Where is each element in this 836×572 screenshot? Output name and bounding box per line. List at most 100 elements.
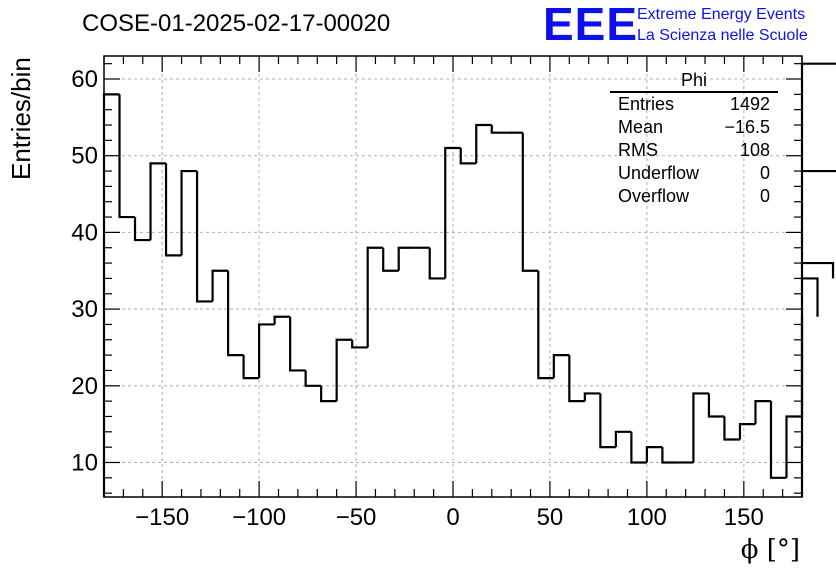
histogram-step	[444, 146, 461, 279]
histogram-step	[583, 392, 601, 402]
histogram-bin	[428, 247, 446, 280]
stats-row-mean: Mean −16.5	[610, 116, 778, 139]
histogram-bin	[102, 93, 120, 497]
y-axis-label: Entries/bin	[6, 57, 36, 180]
histogram-step	[242, 355, 260, 380]
histogram-step	[459, 148, 477, 165]
stats-label: RMS	[618, 140, 658, 160]
stats-label: Overflow	[618, 186, 690, 206]
histogram-step	[645, 446, 663, 463]
project-line-2: La Scienza nelle Scuole	[637, 27, 808, 44]
histogram-step	[738, 423, 756, 440]
x-tick-label: −50	[336, 504, 377, 531]
histogram-bin	[802, 169, 836, 173]
histogram-bin	[769, 401, 787, 479]
histogram-step	[226, 270, 244, 357]
histogram-bin	[320, 385, 337, 403]
y-tick-label: 60	[71, 66, 98, 93]
histogram-bin	[273, 315, 291, 325]
histogram-step	[802, 169, 836, 173]
histogram-step	[630, 431, 647, 464]
histogram-bin	[118, 94, 136, 219]
y-tick-label: 10	[71, 449, 98, 476]
histogram-step	[475, 123, 492, 164]
x-tick-label: −100	[232, 504, 286, 531]
histogram-step	[707, 393, 725, 418]
stats-box: Phi Entries 1492 Mean −16.5 RMS 108 Underfl…	[610, 70, 778, 208]
histogram-step	[428, 247, 446, 280]
histogram-step	[568, 355, 585, 403]
histogram-bin	[258, 323, 275, 379]
stats-row-rms: RMS 108	[610, 139, 778, 162]
histogram-step	[552, 354, 570, 379]
histogram-bin	[289, 316, 306, 372]
y-tick-label: 40	[71, 219, 98, 246]
stats-value: 108	[739, 140, 770, 160]
stats-label: Underflow	[618, 163, 700, 183]
histogram-step	[258, 323, 275, 379]
histogram-bin	[661, 447, 678, 464]
stats-label: Entries	[618, 94, 675, 114]
histogram-step	[614, 430, 632, 448]
stats-label: Mean	[618, 117, 664, 137]
histogram-bin	[242, 355, 260, 380]
run-title: COSE-01-2025-02-17-00020	[82, 10, 391, 37]
histogram-bin	[149, 162, 167, 241]
histogram-step	[802, 277, 819, 317]
histogram-step	[149, 162, 167, 241]
stats-row-underflow: Underflow 0	[610, 162, 778, 185]
stats-title: Phi	[610, 70, 778, 93]
histogram-bin	[552, 354, 570, 379]
histogram-step	[599, 393, 616, 449]
histogram-bin	[211, 269, 229, 302]
histogram-bin	[475, 123, 492, 164]
histogram-bin	[692, 392, 709, 463]
histogram-bin	[195, 171, 213, 303]
histogram-bin	[802, 261, 835, 279]
histogram-bin	[614, 430, 632, 448]
y-tick-label: 50	[71, 143, 98, 170]
axis-ticks	[103, 56, 803, 497]
histogram-bin	[583, 392, 601, 402]
histogram-bin	[537, 270, 554, 380]
histogram-bin	[397, 246, 415, 271]
histogram-bin	[335, 338, 353, 402]
histogram-step	[382, 247, 399, 272]
histogram-step	[335, 338, 353, 402]
histogram-step	[723, 416, 740, 441]
histogram-bin	[382, 247, 399, 272]
histogram-step	[102, 93, 120, 497]
histogram-bars	[102, 62, 836, 497]
histogram-step	[164, 163, 182, 257]
histogram-step	[769, 401, 787, 479]
histogram-step	[133, 217, 151, 242]
histogram-bin	[164, 163, 182, 257]
histogram-bin	[459, 148, 477, 165]
histogram-bin	[723, 416, 740, 441]
x-tick-label: −150	[135, 504, 189, 531]
histogram-bin	[707, 393, 725, 418]
histogram-bin	[521, 132, 539, 272]
histogram-step	[304, 370, 322, 387]
stats-value: −16.5	[724, 117, 770, 137]
x-tick-label: 50	[537, 504, 564, 531]
histogram-step	[802, 261, 835, 279]
histogram-step	[521, 132, 539, 272]
histogram-step	[351, 339, 368, 349]
stats-value: 0	[759, 163, 770, 183]
histogram-bin	[568, 355, 585, 403]
x-tick-label: 0	[446, 504, 459, 531]
histogram-step	[180, 169, 198, 256]
histogram-step	[537, 270, 554, 380]
stats-value: 0	[759, 186, 770, 206]
project-line-1: Extreme Energy Events	[637, 6, 806, 23]
histogram-bin	[490, 125, 508, 134]
histogram-bin	[304, 370, 322, 387]
histogram-step	[118, 94, 136, 219]
histogram-bin	[645, 446, 663, 463]
histogram-bin	[630, 431, 647, 464]
stats-row-overflow: Overflow 0	[610, 185, 778, 208]
histogram-step	[490, 125, 508, 134]
x-axis-label: ϕ [°]	[741, 535, 800, 565]
